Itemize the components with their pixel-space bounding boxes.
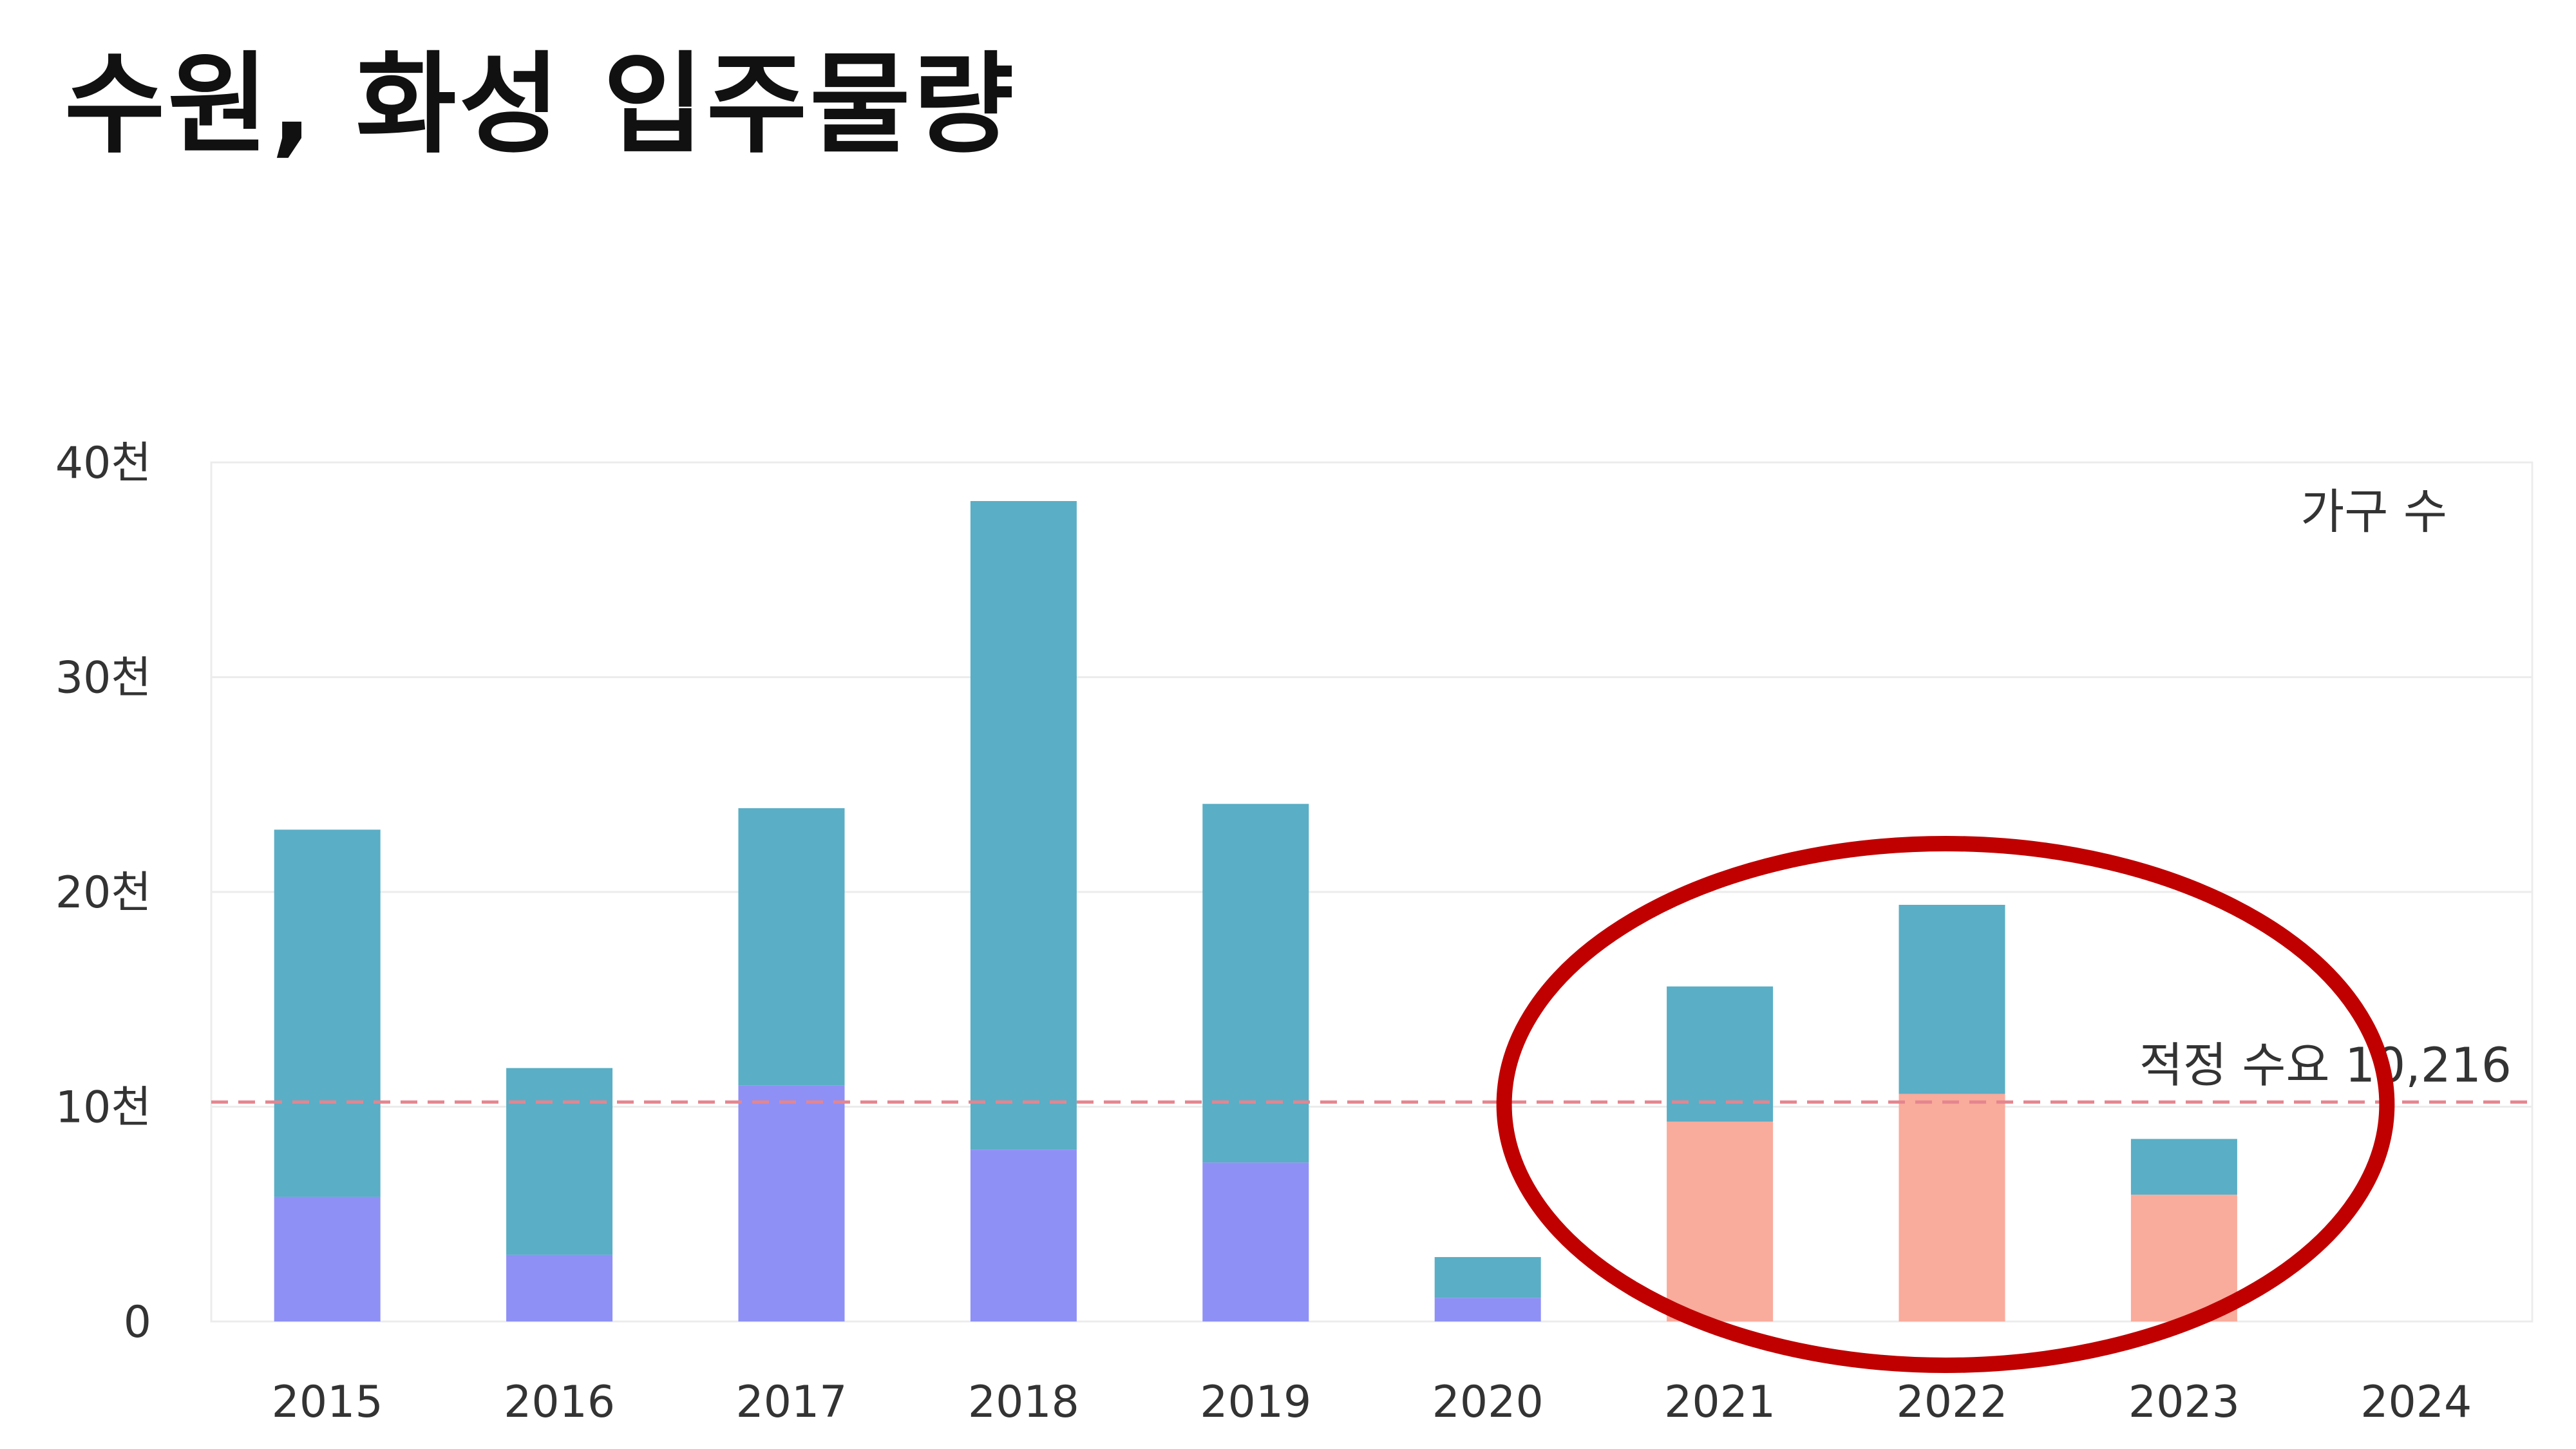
- y-tick-label: 0: [124, 1297, 151, 1348]
- y-tick-label: 40천: [55, 438, 151, 489]
- x-tick-label: 2022: [1896, 1377, 2007, 1428]
- bar-upper-2021: [1667, 986, 1774, 1122]
- reference-line-label: 적정 수요 10,216: [2139, 1037, 2512, 1093]
- y-tick-label: 20천: [55, 867, 151, 918]
- x-tick-label: 2015: [272, 1377, 383, 1428]
- x-tick-label: 2024: [2360, 1377, 2472, 1428]
- bar-upper-2022: [1899, 905, 2005, 1094]
- page-title: 수원, 화성 입주물량: [64, 41, 1017, 169]
- chart-bars: [274, 501, 2237, 1321]
- x-tick-label: 2020: [1432, 1377, 1544, 1428]
- reference-line-group: 적정 수요 10,216: [211, 1037, 2532, 1104]
- x-tick-label: 2021: [1664, 1377, 1776, 1428]
- bar-lower-2020: [1434, 1298, 1541, 1321]
- bar-lower-2023: [2130, 1195, 2237, 1321]
- x-tick-label: 2018: [968, 1377, 1079, 1428]
- bar-upper-2023: [2130, 1139, 2237, 1195]
- bar-upper-2018: [970, 501, 1077, 1150]
- bar-lower-2017: [738, 1085, 845, 1321]
- bar-lower-2016: [506, 1255, 613, 1321]
- bar-lower-2015: [274, 1197, 381, 1321]
- bar-lower-2019: [1202, 1162, 1309, 1321]
- bar-lower-2021: [1667, 1121, 1774, 1321]
- unit-label: 가구 수: [2300, 484, 2447, 540]
- bar-upper-2017: [738, 808, 845, 1086]
- bar-lower-2018: [970, 1150, 1077, 1321]
- x-tick-label: 2019: [1200, 1377, 1311, 1428]
- x-tick-label: 2017: [735, 1377, 847, 1428]
- bar-lower-2022: [1899, 1094, 2005, 1321]
- bar-upper-2019: [1202, 804, 1309, 1163]
- x-tick-label: 2023: [2128, 1377, 2240, 1428]
- y-axis-ticks: 0 10천 20천 30천 40천: [55, 438, 151, 1348]
- y-tick-label: 10천: [55, 1083, 151, 1133]
- x-tick-label: 2016: [504, 1377, 615, 1428]
- highlight-ellipse: [1496, 836, 2395, 1373]
- bar-upper-2016: [506, 1068, 613, 1255]
- x-axis-ticks: 2015 2016 2017 2018 2019 2020 2021 2022 2023 2024: [272, 1377, 2472, 1428]
- y-tick-label: 30천: [55, 653, 151, 704]
- bar-upper-2015: [274, 829, 381, 1197]
- bar-upper-2020: [1434, 1256, 1541, 1298]
